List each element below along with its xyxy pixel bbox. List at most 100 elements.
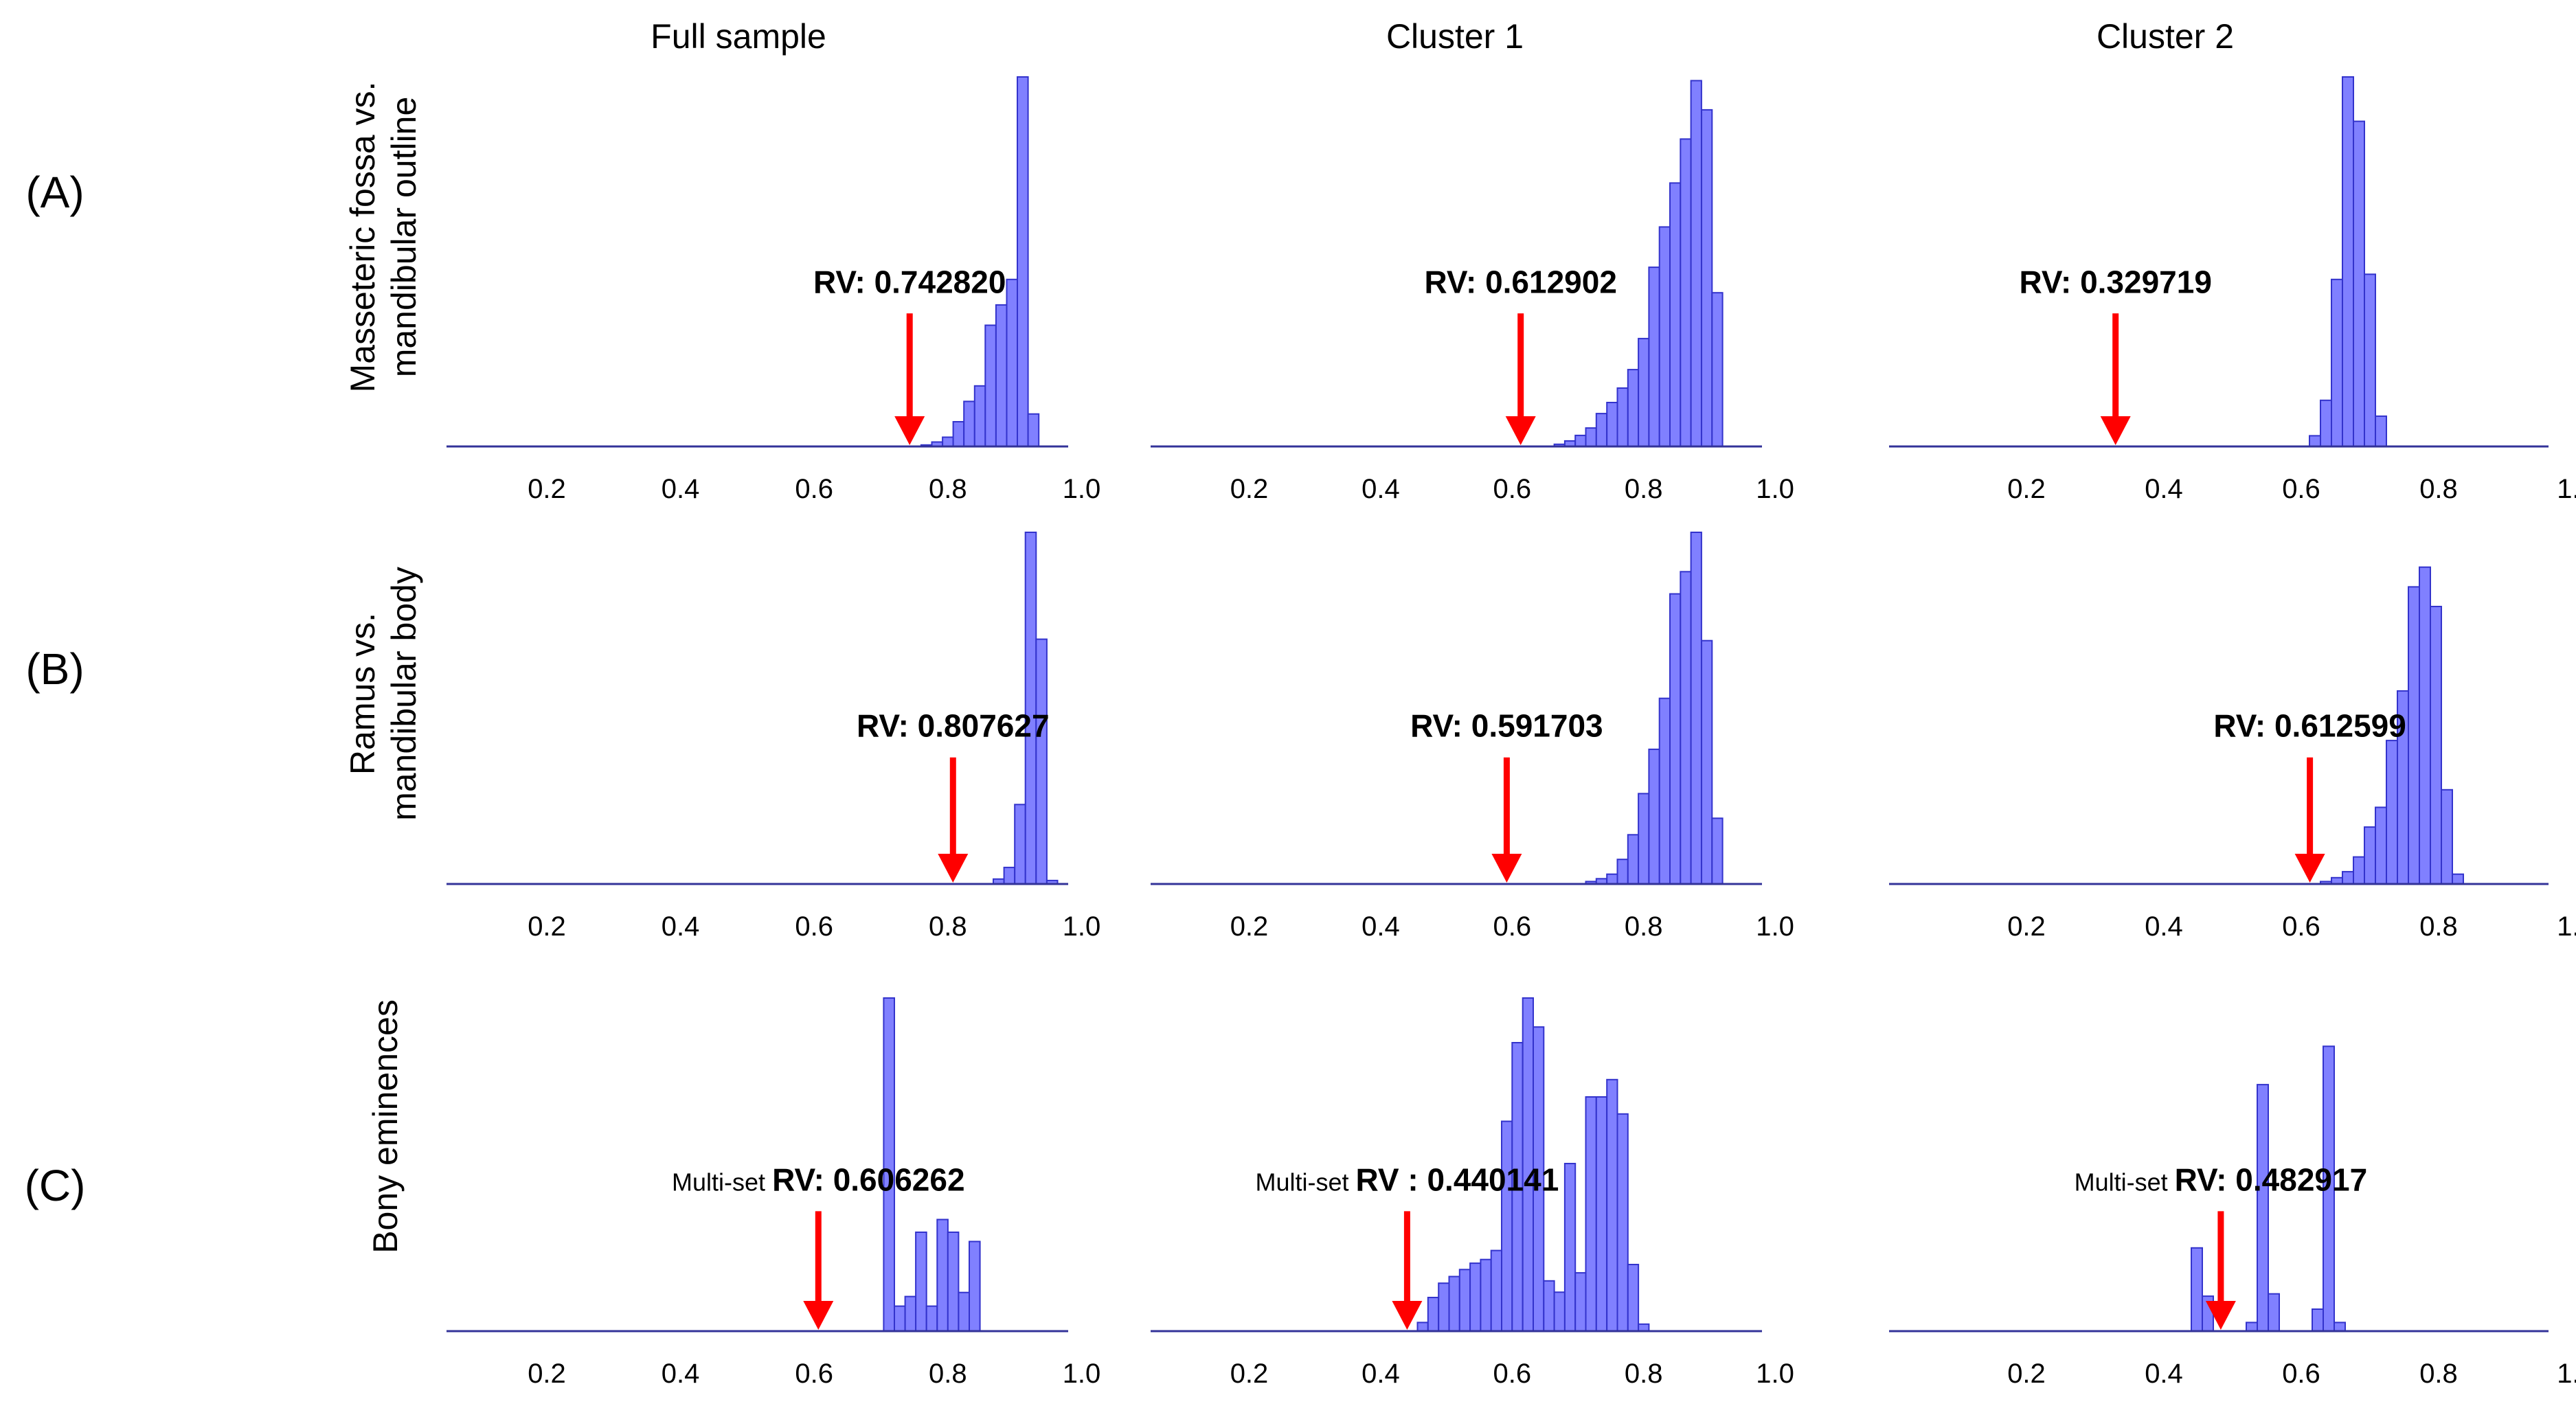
x-tick-label: 0.4: [2145, 911, 2183, 942]
histogram-bar: [1480, 1258, 1492, 1332]
x-tick-label: 0.8: [2419, 911, 2458, 942]
x-tick-label: 1.0: [1756, 474, 1794, 504]
panel-b-c1: 0.2 0.4 0.6 0.8 1.0 RV: 0.591703: [1151, 532, 1794, 942]
observed-rv-arrow-head: [2100, 416, 2131, 445]
histogram-bar: [1606, 1078, 1618, 1333]
histogram-bar: [1701, 639, 1713, 885]
observed-rv-arrow-head: [1505, 416, 1536, 445]
row-axis-title-b-line2: mandibular body: [385, 567, 423, 821]
observed-rv-label: RV: 0.807627: [857, 708, 1050, 744]
observed-rv-label: Multi-set RV : 0.440141: [1255, 1161, 1559, 1197]
panel-b-full: 0.2 0.4 0.6 0.8 1.0 RV: 0.807627: [447, 532, 1100, 942]
observed-rv-label: RV: 0.591703: [1410, 708, 1603, 744]
observed-rv-label: RV: 0.329719: [2019, 264, 2212, 299]
x-tick-label: 0.8: [2419, 474, 2458, 504]
rv-value: RV: 0.329719: [2019, 264, 2212, 299]
x-tick-label: 1.0: [1063, 474, 1101, 504]
histogram-bar: [1563, 1163, 1577, 1332]
histogram-bar: [1501, 1120, 1513, 1333]
histogram-bar: [1627, 1264, 1640, 1332]
histogram-bar: [1627, 369, 1640, 447]
histogram-bar: [2257, 1084, 2269, 1332]
histogram-bar: [1490, 1249, 1502, 1332]
observed-rv-arrow-head: [938, 854, 969, 883]
x-tick-label: 0.4: [2145, 1359, 2183, 1389]
histogram-bar: [1458, 1269, 1471, 1333]
x-tick-label: 0.6: [795, 474, 833, 504]
histogram-bar: [1543, 1280, 1555, 1333]
rv-value: RV: 0.742820: [813, 264, 1006, 299]
histogram-bar: [1017, 76, 1029, 447]
row-axis-title-a-line1: Masseteric fossa vs.: [343, 82, 382, 393]
histogram-bar: [1658, 697, 1671, 885]
observed-rv-label: Multi-set RV: 0.606262: [672, 1161, 965, 1197]
rv-value: RV : 0.440141: [1356, 1161, 1559, 1197]
histogram-bar: [2353, 120, 2365, 447]
row-axis-title-b-line1: Ramus vs.: [343, 613, 382, 775]
x-tick-label: 0.8: [2419, 1359, 2458, 1389]
histogram-bar: [2430, 606, 2442, 885]
multi-set-prefix: Multi-set: [1255, 1168, 1355, 1196]
observed-rv-label: Multi-set RV: 0.482917: [2075, 1161, 2368, 1197]
histogram-bar: [2191, 1247, 2203, 1333]
histogram-bar: [2334, 1322, 2346, 1333]
histogram-bar: [1416, 1322, 1429, 1333]
column-title-cluster-1: Cluster 1: [1386, 17, 1524, 56]
x-tick-label: 0.6: [1493, 474, 1531, 504]
x-tick-label: 0.6: [2282, 474, 2320, 504]
histogram-bar: [2353, 856, 2365, 885]
histogram-bar: [1553, 1291, 1566, 1333]
x-tick-label: 1.0: [1063, 1359, 1101, 1389]
rv-value: RV: 0.612599: [2213, 708, 2406, 744]
histogram-bar: [1469, 1262, 1482, 1332]
histogram-bar: [1014, 804, 1026, 885]
histogram-bar: [2441, 789, 2453, 885]
observed-rv-arrow-head: [1491, 854, 1522, 883]
histogram-bar: [1035, 638, 1048, 885]
x-tick-label: 0.2: [528, 474, 566, 504]
histogram-bar: [2342, 871, 2354, 885]
histogram-bar: [2364, 273, 2376, 447]
histogram-bar: [942, 436, 954, 447]
histogram-bar: [1701, 109, 1713, 447]
column-title-cluster-2: Cluster 2: [2097, 17, 2234, 56]
panel-c-c2: 0.2 0.4 0.6 0.8 1.0 Multi-set RV: 0.482917: [1889, 1045, 2576, 1389]
observed-rv-label: RV: 0.612599: [2213, 708, 2406, 744]
histogram-bar: [2312, 1308, 2324, 1332]
x-tick-label: 1.0: [2557, 1359, 2576, 1389]
x-tick-label: 0.8: [1625, 1359, 1663, 1389]
histogram-bar: [2364, 826, 2376, 885]
histogram-bar: [2320, 399, 2332, 448]
histogram-bar: [1585, 427, 1597, 447]
histogram-bar: [1427, 1297, 1440, 1332]
histogram-bar: [1438, 1282, 1450, 1332]
histogram-bar: [973, 385, 986, 447]
histogram-bar: [936, 1218, 949, 1332]
observed-rv-arrow-head: [803, 1301, 834, 1330]
histogram-bar: [995, 304, 1008, 447]
histogram-bar: [2375, 806, 2387, 885]
histogram-bar: [947, 1232, 960, 1332]
histogram-bar: [1448, 1275, 1460, 1332]
x-tick-label: 0.2: [2007, 1359, 2046, 1389]
histogram-bar: [952, 421, 965, 447]
x-tick-label: 0.4: [2145, 474, 2183, 504]
observed-rv-label: RV: 0.742820: [813, 264, 1006, 299]
histogram-bar: [984, 324, 997, 447]
rv-value: RV: 0.591703: [1410, 708, 1603, 744]
histogram-bar: [1638, 337, 1650, 447]
histogram-bar: [1003, 866, 1016, 885]
column-title-full-sample: Full sample: [651, 17, 826, 56]
histogram-bar: [1006, 278, 1019, 447]
rv-value: RV: 0.606262: [772, 1161, 965, 1197]
x-tick-label: 0.6: [795, 1359, 833, 1389]
x-tick-label: 0.4: [662, 1359, 700, 1389]
x-tick-label: 0.4: [1362, 474, 1400, 504]
histogram-bar: [1595, 1096, 1608, 1332]
histogram-bar: [1690, 80, 1702, 447]
histogram-bar: [1585, 1096, 1597, 1332]
histogram-bar: [1711, 292, 1724, 448]
histogram-bar: [2452, 873, 2464, 885]
row-label-b: (B): [25, 644, 84, 694]
panel-c-full: 0.2 0.4 0.6 0.8 1.0 Multi-set RV: 0.606262: [447, 997, 1101, 1389]
